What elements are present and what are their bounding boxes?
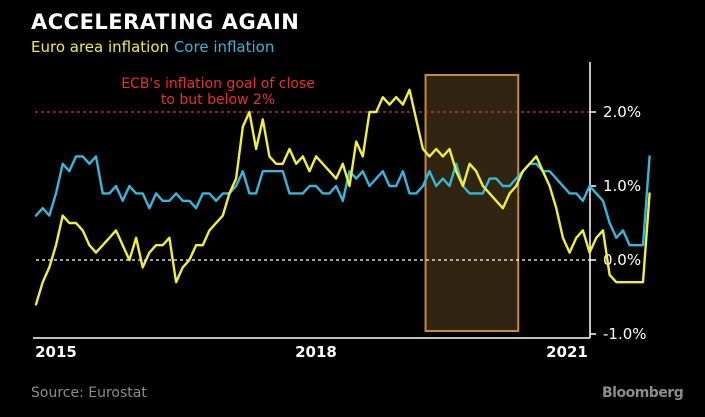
y-tick-label: 2.0% — [603, 103, 641, 121]
legend: Euro area inflation Core inflation — [31, 38, 274, 56]
chart-title: ACCELERATING AGAIN — [31, 10, 300, 34]
y-tick-label: 0.0% — [603, 251, 641, 269]
series-line-core-inflation — [34, 155, 651, 247]
goal-annotation: ECB's inflation goal of close to but belo… — [121, 76, 315, 108]
x-tick-label: 2015 — [35, 343, 77, 361]
series-line-euro-area-inflation — [34, 88, 651, 306]
goal-annotation-line-0: ECB's inflation goal of close — [121, 76, 315, 92]
legend-core-inflation: Core inflation — [173, 38, 275, 56]
highlight-box — [424, 74, 520, 332]
y-tick-label: -1.0% — [603, 325, 647, 343]
x-tick-label: 2018 — [295, 343, 337, 361]
legend-euro-area-inflation: Euro area inflation — [31, 38, 170, 56]
y-tick-label: 1.0% — [603, 177, 641, 195]
x-tick-label: 2021 — [546, 343, 588, 361]
goal-annotation-line-1: to but below 2% — [161, 92, 275, 108]
bloomberg-logo: Bloomberg — [602, 385, 684, 401]
source-note: Source: Eurostat — [31, 385, 147, 401]
